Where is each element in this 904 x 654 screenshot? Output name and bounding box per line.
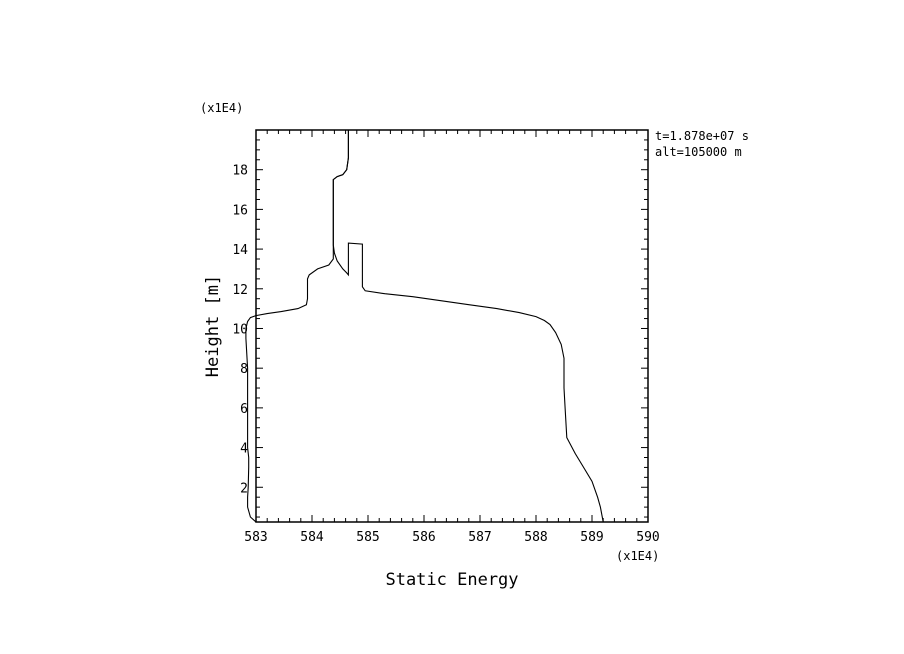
y-tick-label: 2 (240, 481, 248, 496)
x-multiplier-label: (x1E4) (616, 549, 659, 563)
x-tick-label: 590 (636, 530, 659, 545)
time-annotation: t=1.878e+07 s (655, 129, 749, 143)
y-tick-label: 8 (240, 362, 248, 377)
series-line-2 (245, 130, 349, 523)
y-tick-label: 10 (232, 322, 248, 337)
y-multiplier-label: (x1E4) (200, 101, 243, 115)
y-tick-label: 18 (232, 164, 248, 179)
x-axis-label: Static Energy (385, 570, 518, 590)
series-lines (245, 130, 604, 523)
x-tick-label: 583 (244, 530, 267, 545)
series-line-1 (332, 130, 604, 523)
axis-ticks (255, 129, 649, 522)
y-tick-label: 6 (240, 402, 248, 417)
y-axis-label: Height [m] (203, 275, 223, 377)
y-tick-label: 4 (240, 442, 248, 457)
y-tick-label: 16 (232, 203, 248, 218)
x-tick-label: 588 (524, 530, 547, 545)
x-tick-label: 585 (356, 530, 379, 545)
y-tick-label: 14 (232, 243, 248, 258)
x-tick-label: 587 (468, 530, 491, 545)
x-tick-label: 589 (580, 530, 603, 545)
axis-tick-labels: 583 584 585 586 587 588 589 590 2 4 6 8 10 12 14 16 18 (232, 164, 659, 545)
x-tick-label: 584 (300, 530, 324, 545)
altitude-annotation: alt=105000 m (655, 145, 742, 159)
x-tick-label: 586 (412, 530, 435, 545)
plot-frame (255, 129, 649, 523)
y-tick-label: 12 (232, 283, 248, 298)
